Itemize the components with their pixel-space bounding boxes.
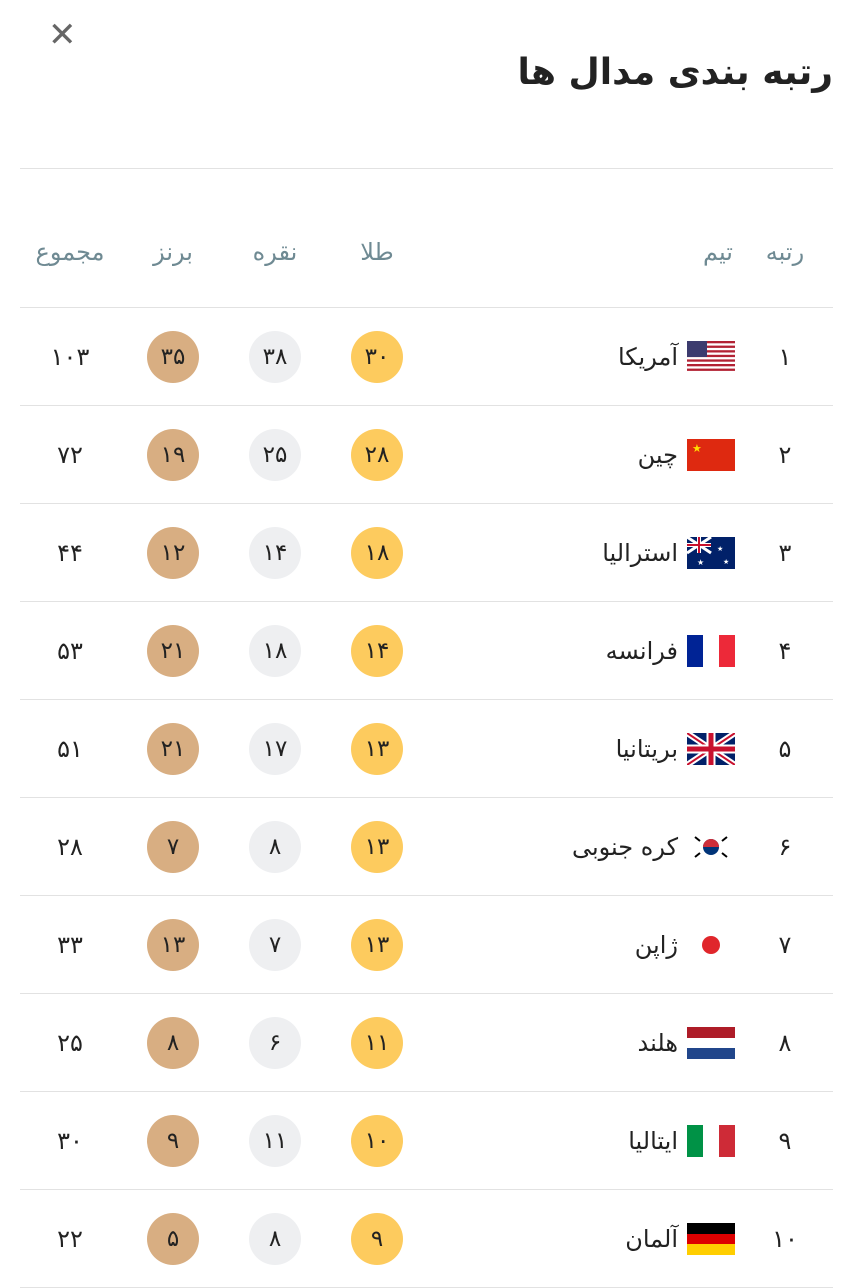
header-team: تیم [703, 238, 733, 266]
bronze-count: ۱۲ [147, 526, 199, 579]
bronze-count: ۲۱ [147, 722, 199, 775]
silver-count: ۸ [249, 820, 301, 873]
flag-jp-icon [687, 928, 735, 961]
gold-count: ۱۱ [351, 1016, 403, 1069]
flag-cn-icon: ★ [687, 438, 735, 471]
silver-count: ۱۱ [249, 1114, 301, 1167]
total-count: ۵۳ [57, 636, 83, 665]
team-name: ایتالیا [628, 1126, 678, 1155]
total-count: ۴۴ [57, 538, 83, 567]
rank: ۸ [778, 1028, 792, 1057]
rank: ۹ [778, 1126, 792, 1155]
svg-text:★: ★ [692, 442, 702, 455]
flag-au-icon: ★ ★ ★ [686, 535, 735, 569]
rank: ۵ [778, 734, 792, 763]
table-row[interactable]: ۶ کره جنوبی ۱۳ ۸ ۷ ۲۸ [20, 798, 833, 896]
total-count: ۲۵ [57, 1028, 83, 1057]
team-name: آلمان [625, 1224, 678, 1253]
total-count: ۲۸ [57, 832, 83, 861]
team-name: چین [637, 440, 678, 469]
divider [20, 168, 833, 169]
bronze-count: ۸ [147, 1016, 199, 1069]
page-title: رتبه بندی مدال ها [517, 52, 833, 93]
table-row[interactable]: ۲ ★ چین ۲۸ ۲۵ ۱۹ ۷۲ [20, 406, 833, 504]
rank: ۴ [778, 636, 792, 665]
table-row[interactable]: ۹ ایتالیا ۱۰ ۱۱ ۹ ۳۰ [20, 1092, 833, 1190]
team-name: بریتانیا [615, 734, 678, 763]
close-icon[interactable]: ✕ [48, 15, 77, 55]
flag-kr-icon [687, 830, 735, 863]
flag-it-icon [687, 1124, 735, 1157]
total-count: ۳۰ [57, 1126, 83, 1155]
bronze-count: ۵ [147, 1212, 199, 1265]
gold-count: ۳۰ [351, 330, 403, 383]
team-name: فرانسه [605, 636, 678, 665]
rank: ۱ [778, 342, 792, 371]
rank: ۱۰ [772, 1224, 798, 1253]
header-total: مجموع [35, 238, 105, 266]
team-name: هلند [637, 1028, 678, 1057]
gold-count: ۱۴ [351, 624, 403, 677]
bronze-count: ۱۹ [147, 428, 199, 481]
table-row[interactable]: ۸ هلند ۱۱ ۶ ۸ ۲۵ [20, 994, 833, 1092]
bronze-count: ۱۳ [147, 918, 199, 971]
header-bronze: برنز [153, 238, 193, 266]
team-name: آمریکا [617, 342, 678, 371]
header-rank: رتبه [765, 238, 805, 266]
svg-text:★: ★ [723, 558, 729, 566]
gold-count: ۱۰ [351, 1114, 403, 1167]
total-count: ۳۳ [57, 930, 83, 959]
rank: ۲ [778, 440, 792, 469]
rank: ۷ [778, 930, 792, 959]
total-count: ۷۲ [57, 440, 83, 469]
bronze-count: ۷ [147, 820, 199, 873]
silver-count: ۱۷ [249, 722, 301, 775]
gold-count: ۱۳ [351, 722, 403, 775]
flag-us-icon [687, 340, 735, 373]
team-name: ژاپن [634, 930, 678, 959]
header-gold: طلا [360, 238, 394, 266]
total-count: ۲۲ [57, 1224, 83, 1253]
silver-count: ۱۸ [249, 624, 301, 677]
table-row[interactable]: ۵ بریتانیا ۱۳ ۱۷ ۲۱ ۵۱ [20, 700, 833, 798]
team-name: کره جنوبی [571, 832, 678, 861]
silver-count: ۷ [249, 918, 301, 971]
gold-count: ۲۸ [351, 428, 403, 481]
total-count: ۱۰۳ [50, 342, 90, 371]
table-row[interactable]: ۴ فرانسه ۱۴ ۱۸ ۲۱ ۵۳ [20, 602, 833, 700]
header-silver: نقره [252, 238, 298, 266]
silver-count: ۳۸ [249, 330, 301, 383]
silver-count: ۶ [249, 1016, 301, 1069]
table-row[interactable]: ۱ آمریکا ۳۰ ۳۸ ۳۵ ۱۰۳ [20, 308, 833, 406]
gold-count: ۱۳ [351, 820, 403, 873]
flag-gb-icon [685, 730, 737, 767]
flag-nl-icon [687, 1026, 735, 1059]
team-name: استرالیا [602, 538, 678, 567]
gold-count: ۱۳ [351, 918, 403, 971]
rank: ۶ [778, 832, 792, 861]
flag-fr-icon [687, 634, 735, 667]
bronze-count: ۹ [147, 1114, 199, 1167]
divider [20, 307, 833, 308]
total-count: ۵۱ [57, 734, 83, 763]
bronze-count: ۲۱ [147, 624, 199, 677]
bronze-count: ۳۵ [147, 330, 199, 383]
silver-count: ۱۴ [249, 526, 301, 579]
table-row[interactable]: ۷ ژاپن ۱۳ ۷ ۱۳ ۳۳ [20, 896, 833, 994]
svg-text:★: ★ [697, 558, 704, 567]
rank: ۳ [778, 538, 792, 567]
silver-count: ۲۵ [249, 428, 301, 481]
flag-de-icon [687, 1222, 735, 1255]
gold-count: ۹ [351, 1212, 403, 1265]
svg-text:★: ★ [717, 545, 723, 553]
silver-count: ۸ [249, 1212, 301, 1265]
table-row[interactable]: ۱۰ آلمان ۹ ۸ ۵ ۲۲ [20, 1190, 833, 1288]
table-row[interactable]: ۳ ★ ★ ★ استرالیا ۱۸ ۱۴ ۱۲ ۴۴ [20, 504, 833, 602]
gold-count: ۱۸ [351, 526, 403, 579]
